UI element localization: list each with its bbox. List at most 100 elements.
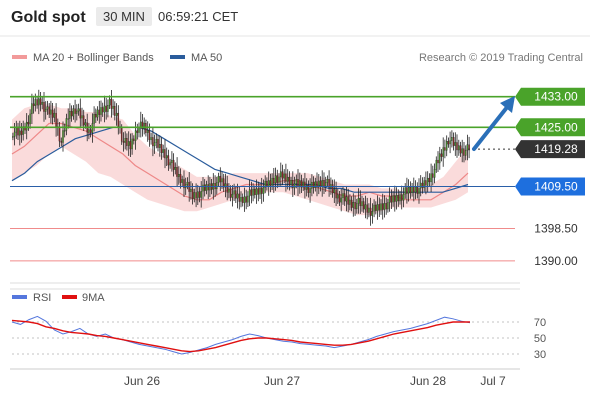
candle-body [46,106,49,110]
candle-body [418,188,420,194]
rsi-series-rsi [11,315,471,355]
ma50-legend-swatch [170,55,185,59]
candle-body [231,193,234,198]
candle-body [60,141,63,143]
candle-body [461,148,463,154]
time-axis-label: Jun 27 [264,374,300,388]
time-axis-labels: Jun 26 Jun 27 Jun 28 Jul 7 [124,374,506,388]
level-label: 1425.00 [534,120,578,134]
candle-body [375,204,377,211]
candle-body [385,203,387,210]
candle-body [397,195,400,202]
candle-body [290,180,292,185]
candle-body [27,121,30,125]
candle-body [98,109,101,115]
projection-arrow-head [500,96,515,113]
candle-body [186,181,189,185]
candle-body [129,141,132,150]
candle-body [264,180,266,188]
candle-body [183,179,185,189]
candle-body [207,184,209,191]
candle-body [13,131,16,137]
candle-body [451,137,453,141]
candle-body [435,159,438,170]
candle-body [65,118,68,131]
rsi-tick-label: 70 [534,317,546,329]
candle-body [19,130,21,136]
candle-body [169,162,171,166]
bb-legend-label: MA 20 + Bollinger Bands [33,52,154,64]
candle-body [464,150,467,156]
candle-body [406,187,408,194]
candle-body [416,186,419,194]
copyright-text: Research © 2019 Trading Central [419,52,583,64]
time-axis-label: Jun 28 [410,374,446,388]
candle-body [248,189,251,197]
candle-body [331,184,334,194]
candle-body [459,145,462,154]
candle-body [267,180,270,187]
candle-body [152,137,154,147]
candle-body [381,203,384,210]
candle-body [17,127,19,136]
candle-body [96,109,99,118]
candle-body [25,121,28,131]
candle-body [202,184,204,192]
candle-body [100,107,102,115]
candle-body [432,173,434,178]
timeframe-button[interactable]: 30 MIN [96,7,152,26]
candle-body [178,174,180,177]
candle-body [269,180,272,186]
candle-body [70,111,73,117]
candle-body [366,204,368,213]
candle-body [193,192,196,199]
candle-body [338,194,341,203]
candle-body [176,167,178,177]
candle-body [359,198,361,207]
candle-body [114,105,116,116]
level-label: 1390.00 [534,254,578,268]
candle-body [110,98,113,109]
candle-body [307,184,310,193]
candle-body [160,144,163,154]
candle-body [399,194,401,202]
projection-arrow-shaft [472,104,510,151]
candle-body [171,159,173,163]
candle-body [172,159,175,170]
candle-body [340,197,342,203]
candle-body [200,191,202,198]
candle-body [324,182,327,187]
candle-body [216,182,218,190]
candle-body [20,130,23,135]
candle-body [48,106,50,115]
candle-body [43,101,45,112]
candle-body [356,203,358,210]
candle-body [319,180,322,187]
candle-body [423,180,425,188]
candle-body [419,182,422,189]
candle-body [468,144,470,151]
candle-body [321,180,323,187]
candle-body [34,99,37,106]
candle-body [252,188,254,196]
candle-body [413,186,415,193]
candle-body [131,138,133,150]
candle-body [259,187,261,195]
candle-body [260,187,263,194]
candle-body [165,155,168,159]
candle-body [245,196,247,203]
candle-body [283,173,285,179]
candle-body [51,109,54,118]
candle-body [190,188,192,192]
candle-body [44,108,47,112]
candle-body [345,196,348,202]
candle-body [309,188,311,193]
ma9-legend-label: 9MA [82,292,105,304]
candle-body [297,179,299,187]
candle-body [262,187,265,194]
candle-body [195,192,197,199]
candle-body [395,195,398,202]
rsi-tick-label: 30 [534,349,546,361]
timestamp: 06:59:21 CET [158,9,239,24]
candle-body [148,130,151,140]
